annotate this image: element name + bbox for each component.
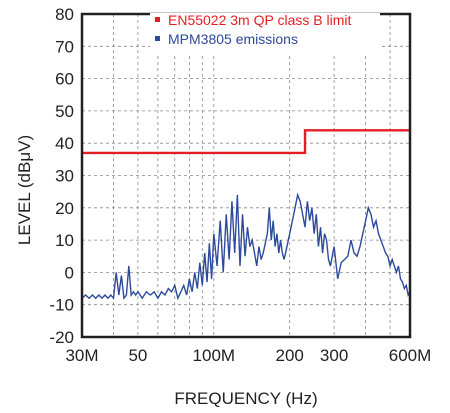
- legend-swatch-emissions: [155, 36, 160, 41]
- x-tick-label: 50: [128, 346, 147, 365]
- y-tick-label: -20: [49, 328, 74, 347]
- y-tick-label: 20: [55, 199, 74, 218]
- legend-swatch-limit: [155, 17, 160, 22]
- limit-line: [82, 129, 410, 155]
- emissions-trace: [81, 192, 411, 301]
- x-tick-label: 600M: [389, 346, 432, 365]
- legend-label-limit: EN55022 3m QP class B limit: [168, 12, 351, 28]
- x-axis-label: FREQUENCY (Hz): [174, 389, 317, 408]
- x-tick-labels: 30M 50 100M 200 300 600M: [65, 346, 431, 365]
- y-tick-label: 30: [55, 167, 74, 186]
- series-layer: [81, 129, 411, 301]
- legend: EN55022 3m QP class B limit MPM3805 emis…: [150, 12, 380, 55]
- y-tick-label: 0: [65, 263, 74, 282]
- legend-background: [150, 13, 380, 55]
- x-tick-label: 200: [276, 346, 304, 365]
- x-tick-label: 100M: [193, 346, 236, 365]
- y-tick-label: 70: [55, 37, 74, 56]
- y-tick-label: 80: [55, 5, 74, 24]
- y-tick-label: 40: [55, 134, 74, 153]
- x-tick-label: 300: [320, 346, 348, 365]
- x-tick-label: 30M: [65, 346, 98, 365]
- y-tick-label: -10: [49, 296, 74, 315]
- y-tick-label: 60: [55, 70, 74, 89]
- y-tick-labels: 80 70 60 50 40 30 20 10 0 -10 -20: [49, 5, 74, 347]
- legend-label-emissions: MPM3805 emissions: [168, 31, 298, 47]
- y-axis-label: LEVEL (dBμV): [15, 135, 34, 245]
- y-tick-label: 10: [55, 231, 74, 250]
- y-tick-label: 50: [55, 102, 74, 121]
